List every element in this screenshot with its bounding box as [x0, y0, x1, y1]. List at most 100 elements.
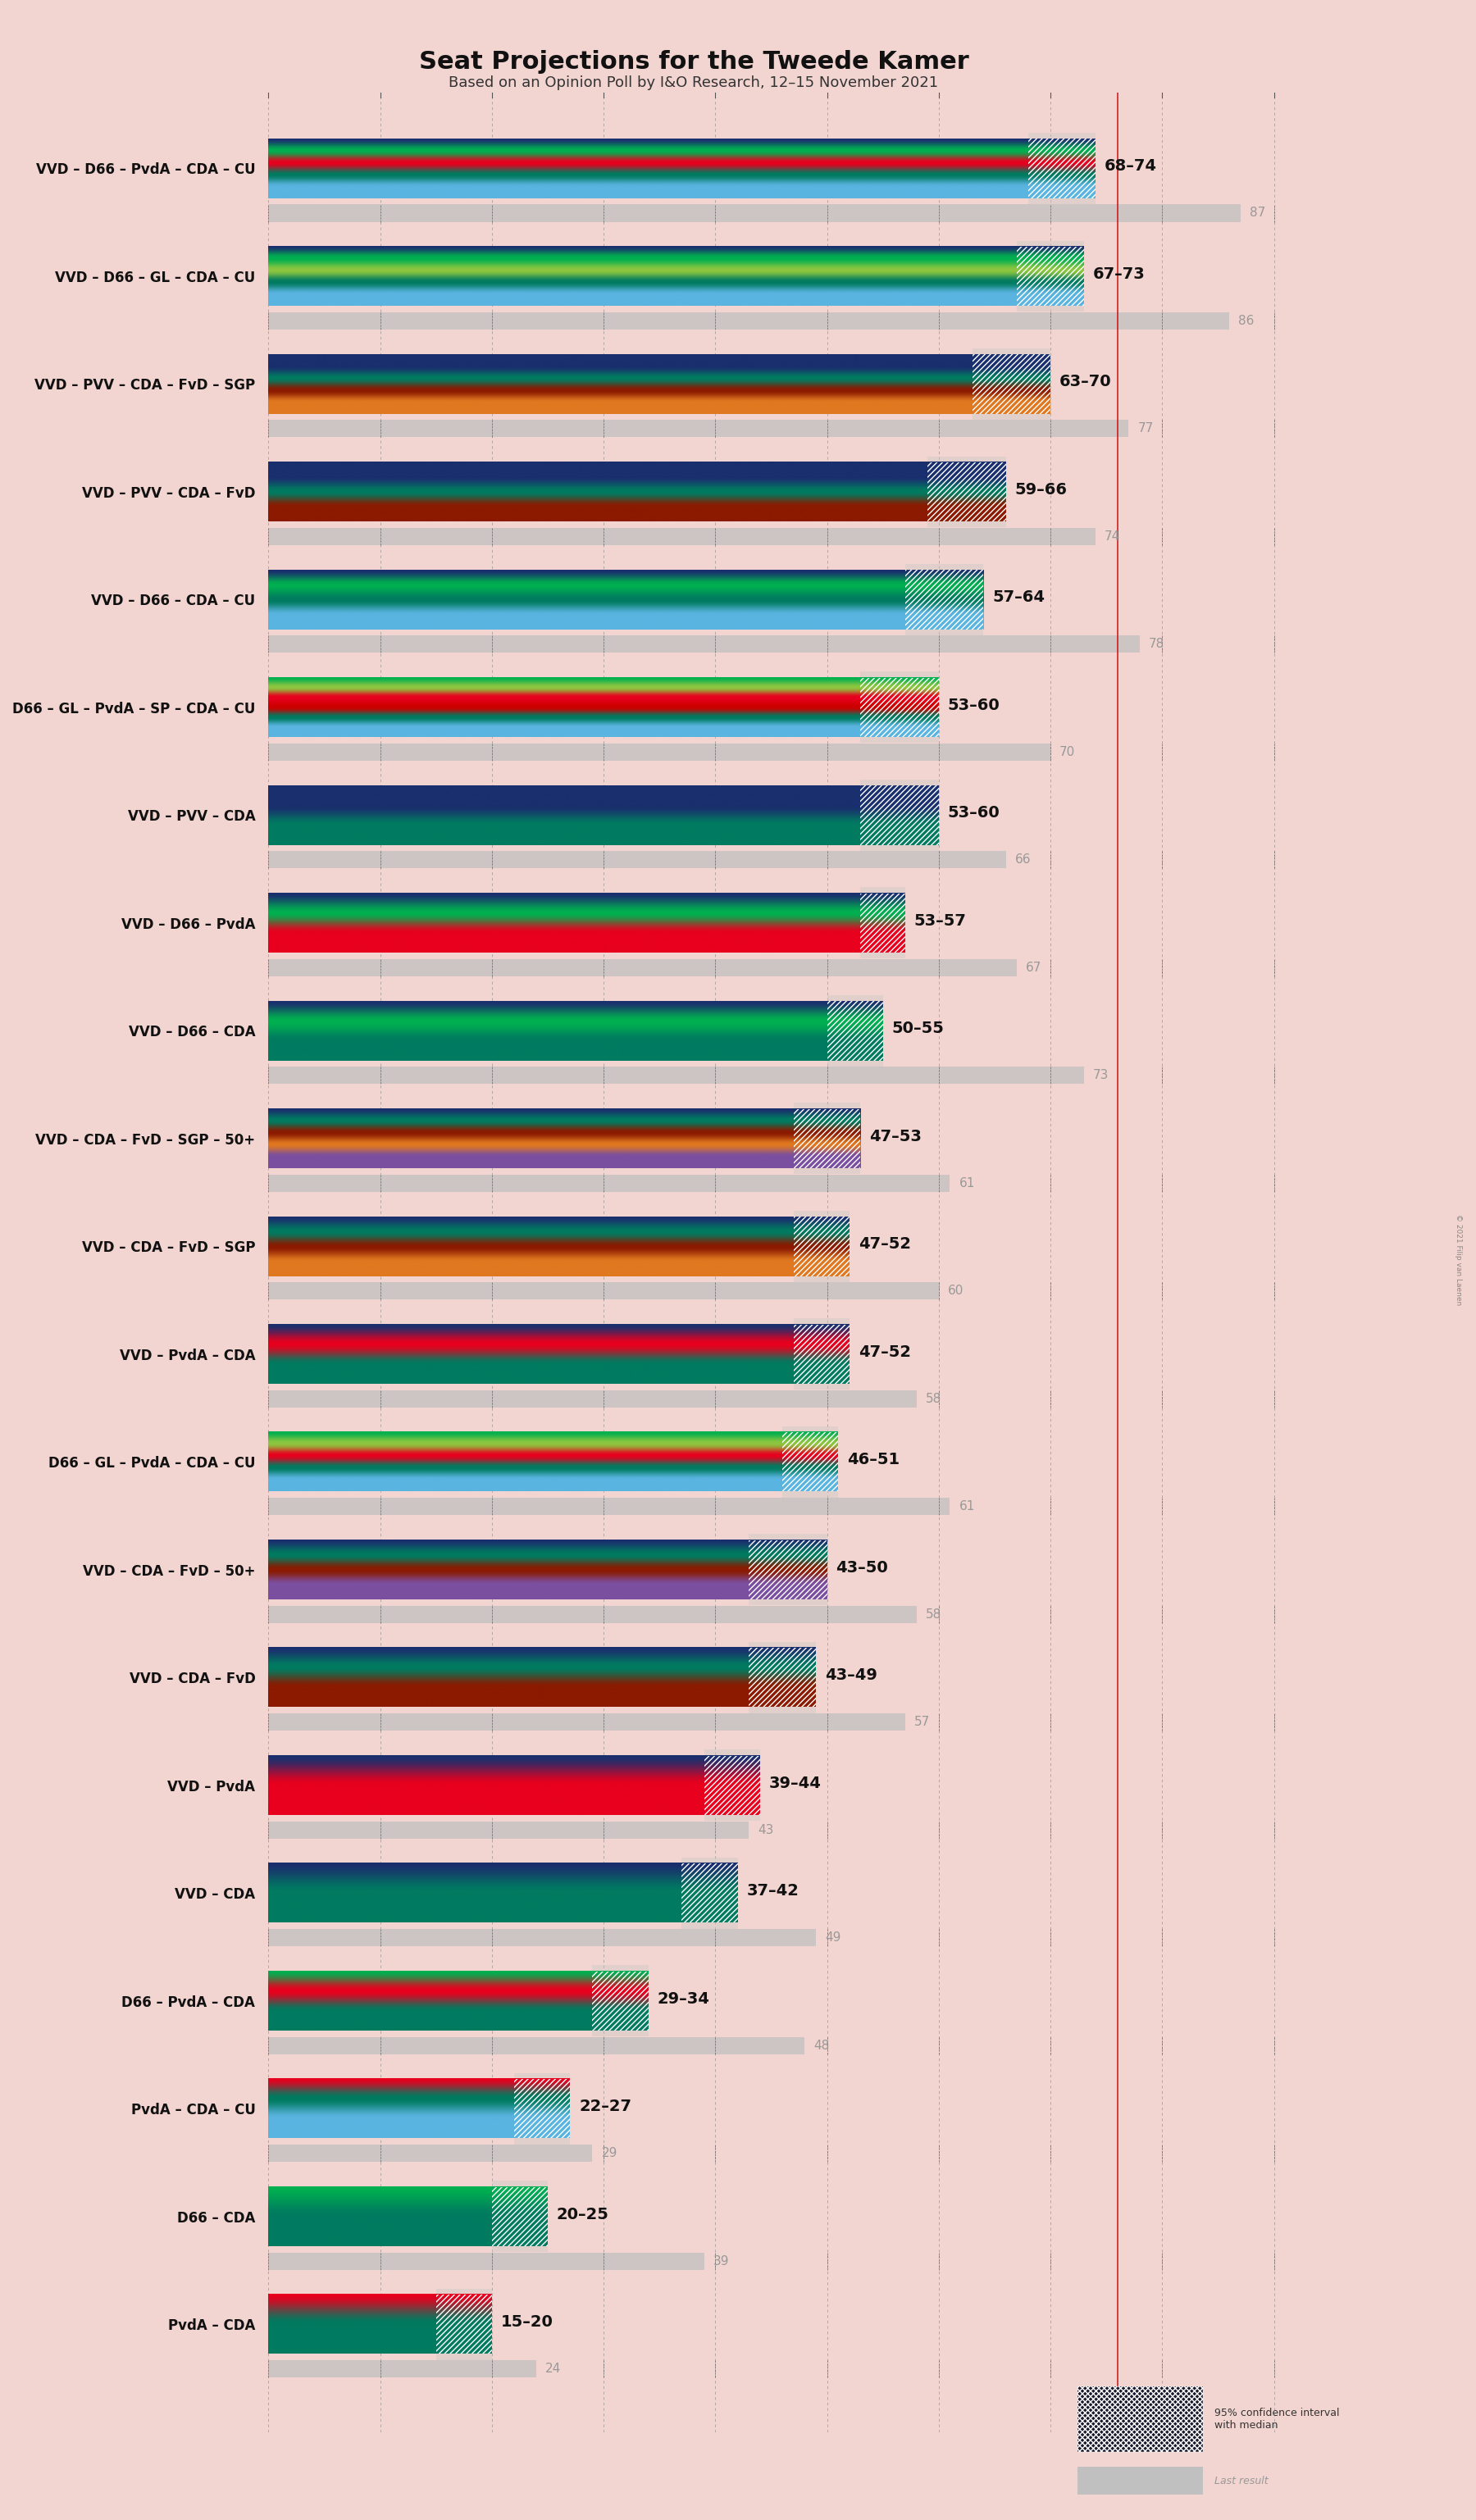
Bar	[927, 456, 1005, 527]
Text: 50–55: 50–55	[892, 1021, 945, 1036]
Bar	[269, 1930, 816, 1945]
Bar	[1029, 139, 1095, 199]
Text: 43–49: 43–49	[825, 1668, 877, 1683]
Bar	[794, 1326, 849, 1383]
Text: 57–64: 57–64	[992, 590, 1045, 605]
Bar	[704, 1749, 760, 1822]
Bar	[905, 570, 983, 630]
Text: 47–53: 47–53	[869, 1129, 922, 1144]
Bar	[748, 1643, 816, 1714]
Bar	[269, 960, 1017, 975]
Text: 47–52: 47–52	[859, 1237, 911, 1252]
Bar	[748, 1540, 827, 1600]
Bar	[269, 1174, 951, 1192]
Text: Seat Projections for the Tweede Kamer: Seat Projections for the Tweede Kamer	[419, 50, 968, 73]
Bar	[269, 421, 1129, 438]
Text: 73: 73	[1092, 1068, 1108, 1081]
Bar	[435, 2296, 492, 2354]
Text: Based on an Opinion Poll by I&O Research, 12–15 November 2021: Based on an Opinion Poll by I&O Research…	[449, 76, 939, 91]
Text: 61: 61	[959, 1177, 974, 1189]
Bar	[794, 1104, 861, 1174]
Bar	[782, 1426, 838, 1497]
Bar	[794, 1109, 861, 1169]
Text: 74: 74	[1104, 529, 1120, 542]
Bar	[514, 2074, 570, 2145]
Bar	[861, 673, 939, 743]
Text: 53–60: 53–60	[948, 698, 1001, 713]
Bar	[269, 1605, 917, 1623]
Bar	[1017, 239, 1083, 312]
Bar	[782, 1431, 838, 1492]
Bar	[269, 1497, 951, 1515]
Text: 61: 61	[959, 1499, 974, 1512]
Bar	[435, 2288, 492, 2359]
Text: 66: 66	[1015, 854, 1030, 867]
Bar	[592, 1971, 648, 2031]
Bar	[269, 852, 1005, 869]
Bar	[861, 892, 905, 953]
Text: 67–73: 67–73	[1092, 267, 1145, 282]
Bar	[514, 2079, 570, 2139]
Bar	[269, 2145, 592, 2162]
Text: 59–66: 59–66	[1015, 481, 1067, 496]
Text: 67: 67	[1026, 963, 1042, 973]
Bar	[794, 1210, 849, 1283]
Text: 60: 60	[948, 1285, 964, 1298]
Bar	[269, 1714, 905, 1731]
Text: 43–50: 43–50	[835, 1560, 889, 1575]
Bar	[827, 1000, 883, 1061]
Text: 15–20: 15–20	[500, 2313, 554, 2331]
Bar	[592, 1966, 648, 2036]
Bar	[682, 1857, 738, 1928]
Text: 68–74: 68–74	[1104, 159, 1157, 174]
Bar	[269, 312, 1230, 330]
Text: 58: 58	[925, 1394, 942, 1406]
Bar	[973, 348, 1051, 418]
Bar	[1017, 247, 1083, 305]
Bar	[269, 1283, 939, 1300]
Bar	[682, 1862, 738, 1923]
Text: © 2021 Filip van Laenen: © 2021 Filip van Laenen	[1455, 1215, 1461, 1305]
Text: 53–57: 53–57	[914, 912, 967, 927]
Text: 39–44: 39–44	[769, 1777, 821, 1792]
Bar	[269, 743, 1051, 761]
Text: 95% confidence interval
with median: 95% confidence interval with median	[1215, 2407, 1340, 2432]
Bar	[269, 527, 1095, 544]
Bar	[269, 2361, 537, 2379]
Text: 78: 78	[1148, 638, 1165, 650]
Text: 63–70: 63–70	[1060, 373, 1111, 391]
Text: 53–60: 53–60	[948, 806, 1001, 822]
Text: 48: 48	[813, 2039, 830, 2051]
Text: 24: 24	[546, 2364, 561, 2376]
Text: 58: 58	[925, 1608, 942, 1620]
Bar	[492, 2187, 548, 2245]
Text: 86: 86	[1238, 315, 1255, 328]
Bar	[905, 564, 983, 635]
Text: 47–52: 47–52	[859, 1343, 911, 1361]
Bar	[973, 355, 1051, 413]
Bar	[269, 635, 1139, 653]
Text: 70: 70	[1060, 746, 1075, 759]
Text: 29: 29	[601, 2147, 617, 2160]
Bar	[269, 1822, 748, 1840]
Bar	[1029, 134, 1095, 204]
Text: 87: 87	[1249, 207, 1265, 219]
Text: 20–25: 20–25	[556, 2208, 610, 2223]
Text: 57: 57	[914, 1716, 930, 1729]
Bar	[269, 1066, 1083, 1084]
Bar	[269, 1391, 917, 1409]
Text: 39: 39	[713, 2255, 729, 2268]
Bar	[927, 461, 1005, 522]
Bar	[492, 2180, 548, 2253]
Text: 49: 49	[825, 1933, 841, 1943]
Text: 22–27: 22–27	[579, 2099, 632, 2114]
Bar	[861, 678, 939, 736]
Text: 46–51: 46–51	[847, 1452, 900, 1467]
Bar	[269, 2036, 804, 2054]
Bar	[704, 1756, 760, 1814]
Text: 37–42: 37–42	[747, 1882, 799, 1898]
Text: 29–34: 29–34	[657, 1991, 710, 2006]
Bar	[794, 1217, 849, 1275]
Bar	[794, 1318, 849, 1389]
Bar	[748, 1535, 827, 1605]
